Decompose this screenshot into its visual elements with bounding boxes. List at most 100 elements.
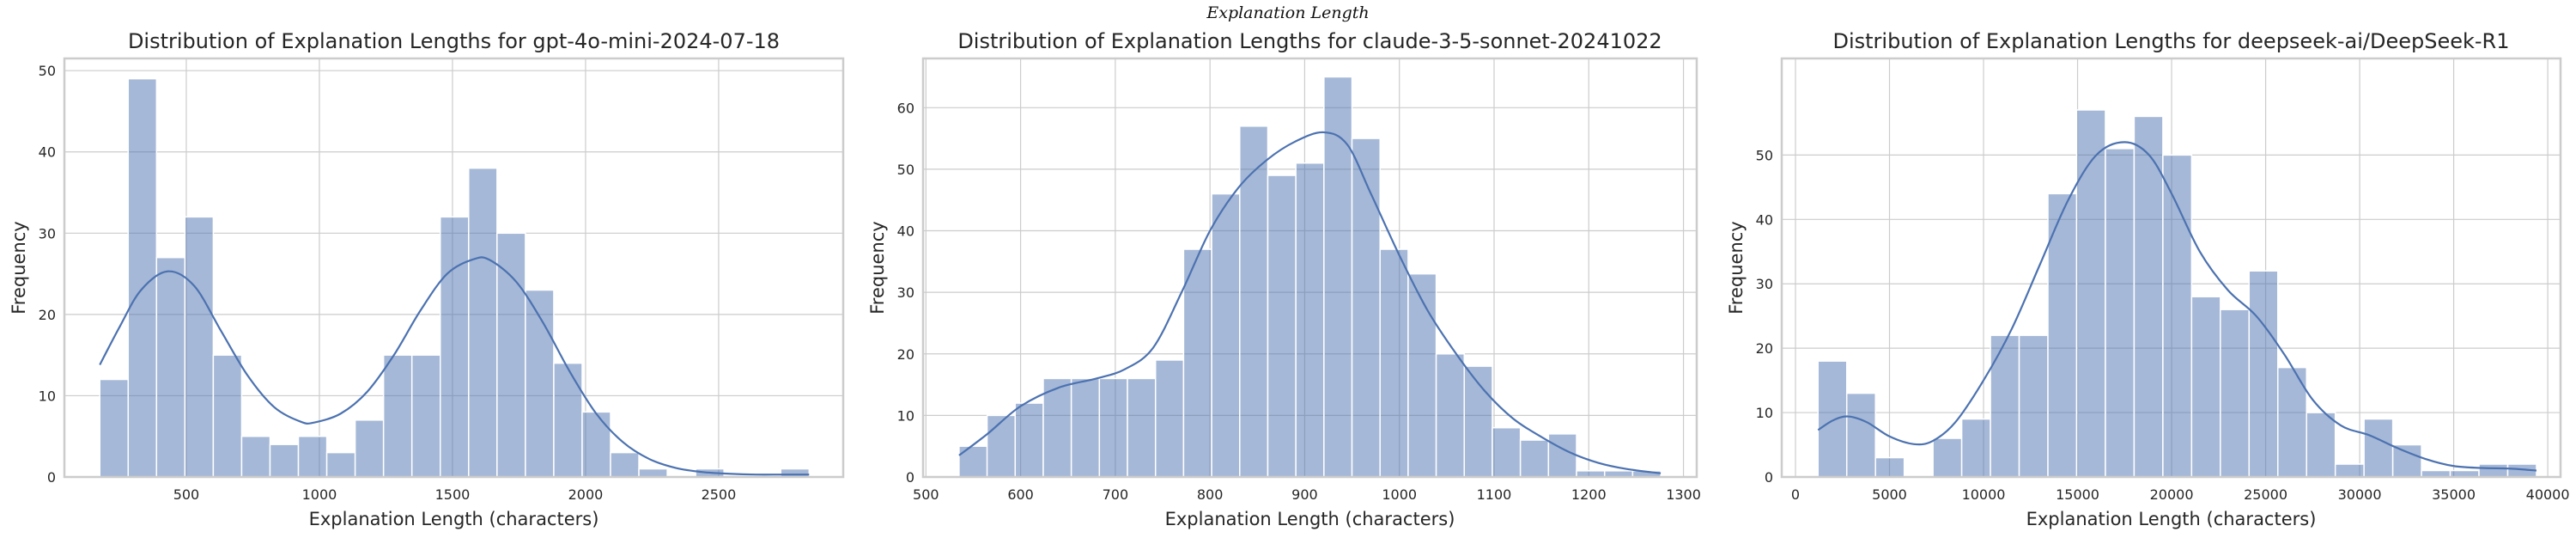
histogram-bar <box>1182 248 1212 478</box>
histogram-bar <box>1211 193 1241 478</box>
histogram-bar <box>240 435 271 478</box>
axes-frame <box>63 57 845 479</box>
y-tick-label: 30 <box>1756 276 1773 292</box>
figure-suptitle: Explanation Length <box>1206 3 1370 22</box>
histogram-bar <box>1239 125 1269 478</box>
histogram-bar <box>325 451 356 478</box>
histogram-bar <box>1127 377 1157 478</box>
histogram-bar <box>2334 463 2365 478</box>
x-tick-label: 500 <box>913 486 939 503</box>
histogram-bar <box>1042 377 1072 478</box>
x-tick-label: 1000 <box>1382 486 1417 503</box>
chart-title: Distribution of Explanation Lengths for … <box>957 29 1662 53</box>
histogram-bar <box>2018 334 2049 478</box>
histogram-bar <box>212 354 243 478</box>
x-axis-label: Explanation Length (characters) <box>1165 509 1455 529</box>
histogram-bar <box>610 451 640 478</box>
x-tick-label: 1100 <box>1477 486 1512 503</box>
x-tick-label: 2000 <box>568 486 604 503</box>
x-tick-label: 600 <box>1007 486 1034 503</box>
histogram-bar <box>1098 377 1128 478</box>
histogram-bar <box>581 411 611 478</box>
histogram-bar <box>2133 115 2164 478</box>
x-tick-label: 1200 <box>1571 486 1607 503</box>
histogram-bar <box>2105 148 2136 478</box>
histogram-bar <box>1519 439 1550 478</box>
y-tick-label: 0 <box>47 469 56 486</box>
x-axis-label: Explanation Length (characters) <box>309 509 599 529</box>
histogram-bar <box>1990 334 2020 478</box>
x-tick-label: 5000 <box>1872 486 1907 503</box>
histogram-bar <box>2363 418 2394 478</box>
axes-frame <box>921 57 1698 479</box>
histogram-bar <box>382 354 413 478</box>
x-tick-label: 800 <box>1197 486 1224 503</box>
histogram-bar <box>553 362 583 478</box>
x-tick-label: 0 <box>1791 486 1800 503</box>
histogram-bar <box>354 419 385 478</box>
histogram-bar <box>2248 270 2279 478</box>
histogram-bar <box>2478 463 2509 478</box>
x-tick-label: 2500 <box>702 486 737 503</box>
histogram-bar <box>184 216 215 478</box>
kde-curve <box>958 131 1662 474</box>
x-tick-label: 1000 <box>302 486 337 503</box>
chart-panel-claude-3-5-sonnet: 0 10 20 30 40 50 60 500 600 700 800 900 1000 1100 1200… <box>867 29 1701 529</box>
kde-curve <box>99 256 810 476</box>
x-tick-label: 15000 <box>2056 486 2099 503</box>
y-tick-label: 10 <box>39 388 56 404</box>
histogram-bar <box>1351 138 1381 478</box>
y-tick-label: 10 <box>897 407 914 424</box>
y-tick-label: 40 <box>897 223 914 240</box>
y-tick-label: 60 <box>897 100 914 116</box>
histogram-bar <box>986 414 1017 478</box>
histogram-bar <box>2075 109 2106 478</box>
x-tick-label: 30000 <box>2338 486 2382 503</box>
histogram-bar <box>780 468 811 478</box>
histogram-bar <box>496 232 526 478</box>
y-tick-label: 40 <box>1756 211 1773 228</box>
histogram-bar <box>99 378 130 478</box>
histogram-bar <box>1932 437 1963 478</box>
y-tick-label: 0 <box>1765 469 1773 486</box>
x-tick-label: 40000 <box>2526 486 2570 503</box>
y-tick-label: 50 <box>39 63 56 79</box>
histogram-bar <box>2220 309 2251 478</box>
y-tick-label: 40 <box>39 144 56 161</box>
x-tick-label: 20000 <box>2150 486 2194 503</box>
x-tick-label: 10000 <box>1962 486 2006 503</box>
x-tick-label: 900 <box>1291 486 1318 503</box>
histogram-bar <box>1874 456 1905 478</box>
histogram-bar <box>1492 426 1522 478</box>
x-axis-label: Explanation Length (characters) <box>2026 509 2317 529</box>
y-tick-label: 50 <box>1756 147 1773 163</box>
histogram-bar <box>1379 248 1409 478</box>
y-tick-label: 20 <box>1756 340 1773 357</box>
histogram-bar <box>269 443 300 478</box>
histogram-bar <box>2306 412 2336 478</box>
histogram-bar <box>440 216 470 478</box>
histogram-bar <box>638 468 668 478</box>
chart-title: Distribution of Explanation Lengths for … <box>128 29 780 53</box>
histogram-bar <box>1014 402 1044 478</box>
histogram-bar <box>958 445 988 478</box>
x-tick-label: 500 <box>173 486 200 503</box>
histogram-bar <box>1547 433 1577 478</box>
histogram-bar <box>1960 418 1991 478</box>
histogram-bar <box>2047 193 2078 478</box>
x-tick-label: 1300 <box>1666 486 1701 503</box>
histogram-bar <box>297 435 328 478</box>
x-tick-label: 35000 <box>2432 486 2476 503</box>
y-tick-label: 0 <box>906 469 914 486</box>
histogram-bar <box>1845 392 1876 478</box>
y-tick-label: 20 <box>39 307 56 323</box>
chart-title: Distribution of Explanation Lengths for … <box>1832 29 2509 53</box>
histogram-bar <box>1817 360 1848 478</box>
histogram-bar <box>468 167 498 478</box>
x-tick-label: 700 <box>1103 486 1129 503</box>
y-tick-label: 30 <box>39 225 56 241</box>
histogram-bar <box>1407 272 1437 478</box>
x-tick-label: 1500 <box>435 486 471 503</box>
histogram-bar <box>410 354 441 478</box>
